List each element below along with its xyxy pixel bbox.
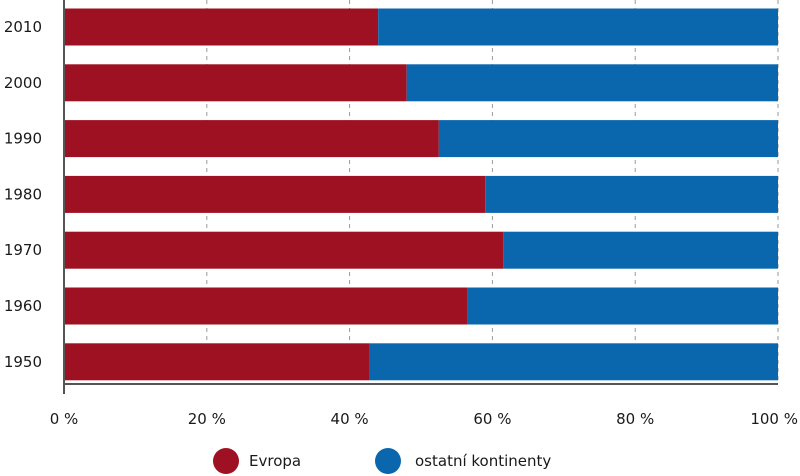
bar-ostatni-kontinenty-1970 [503, 231, 778, 269]
bars [64, 8, 778, 381]
bar-evropa-1970 [64, 231, 504, 269]
bar-evropa-1950 [64, 343, 370, 381]
bar-evropa-1980 [64, 175, 486, 213]
category-label: 1960 [4, 297, 42, 315]
bar-evropa-2010 [64, 8, 379, 46]
x-tick-label: 80 % [616, 410, 654, 428]
bar-ostatni-kontinenty-1980 [485, 175, 778, 213]
x-tick-labels: 0 % 20 % 40 % 60 % 80 % 100 % [50, 410, 798, 428]
category-label: 2010 [4, 18, 42, 36]
category-labels: 2010 2000 1990 1980 1970 1960 1950 [4, 18, 42, 371]
legend-swatch-ostatni-kontinenty [375, 448, 401, 474]
axes [63, 0, 778, 394]
bar-ostatni-kontinenty-1950 [369, 343, 778, 381]
bar-evropa-2000 [64, 64, 407, 102]
bar-ostatni-kontinenty-2000 [406, 64, 778, 102]
x-tick-label: 60 % [473, 410, 511, 428]
legend-label: Evropa [249, 452, 301, 470]
bar-evropa-1960 [64, 287, 468, 325]
x-tick-label: 20 % [188, 410, 226, 428]
bar-evropa-1990 [64, 120, 439, 158]
x-tick-label: 0 % [50, 410, 79, 428]
x-tick-label: 100 % [750, 410, 798, 428]
legend-swatch-evropa [213, 448, 239, 474]
legend: Evropa ostatní kontinenty [213, 448, 551, 474]
x-tick-label: 40 % [331, 410, 369, 428]
bar-ostatni-kontinenty-2010 [378, 8, 778, 46]
category-label: 2000 [4, 74, 42, 92]
bar-ostatni-kontinenty-1990 [438, 120, 778, 158]
category-label: 1990 [4, 130, 42, 148]
category-label: 1970 [4, 241, 42, 259]
bar-ostatni-kontinenty-1960 [467, 287, 778, 325]
legend-label: ostatní kontinenty [415, 452, 551, 470]
category-label: 1950 [4, 353, 42, 371]
category-label: 1980 [4, 185, 42, 203]
